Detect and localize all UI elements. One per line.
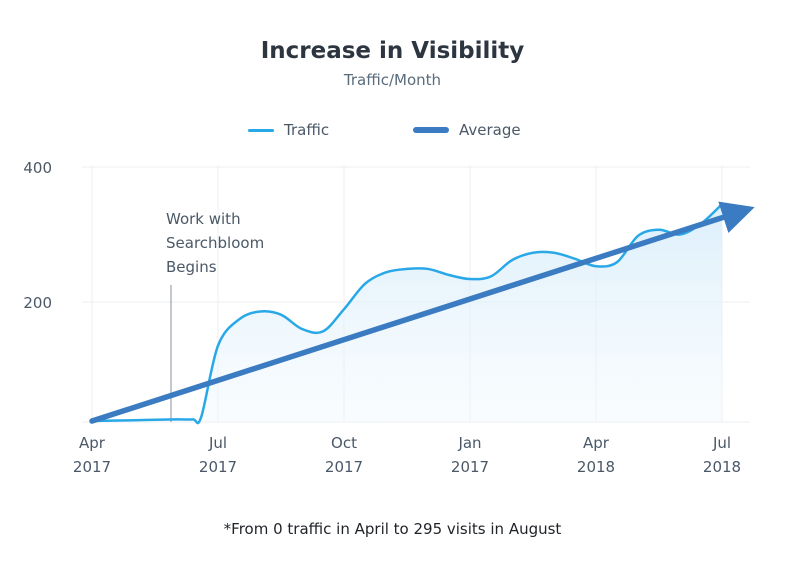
legend-item-traffic: Traffic <box>248 118 329 142</box>
x-tick-year-4: 2018 <box>577 458 615 476</box>
x-tick-year-3: 2017 <box>451 458 489 476</box>
average-line <box>89 201 755 424</box>
annotation-text-0: Work with <box>166 210 241 228</box>
x-tick-year-5: 2018 <box>703 458 741 476</box>
x-tick-label-5: Jul <box>712 434 731 452</box>
x-tick-label-3: Jan <box>457 434 481 452</box>
x-tick-label-0: Apr <box>79 434 106 452</box>
legend-label-average: Average <box>459 121 521 139</box>
x-tick-year-2: 2017 <box>325 458 363 476</box>
x-tick-label-4: Apr <box>583 434 610 452</box>
x-tick-label-2: Oct <box>331 434 357 452</box>
chart-subtitle: Traffic/Month <box>343 71 442 89</box>
traffic-line <box>90 202 724 425</box>
legend: Traffic Average <box>0 118 785 142</box>
annotation-text-1: Searchbloom <box>166 234 264 252</box>
legend-item-average: Average <box>413 118 521 142</box>
y-tick-label-0: 200 <box>23 294 52 312</box>
x-tick-year-0: 2017 <box>73 458 111 476</box>
x-tick-label-1: Jul <box>208 434 227 452</box>
annotation-text-2: Begins <box>166 258 217 276</box>
legend-swatch-average <box>413 127 449 133</box>
legend-swatch-traffic <box>248 128 274 132</box>
chart-title: Increase in Visibility <box>260 38 525 64</box>
footnote: *From 0 traffic in April to 295 visits i… <box>223 520 562 538</box>
x-tick-year-1: 2017 <box>199 458 237 476</box>
y-tick-label-1: 400 <box>23 159 52 177</box>
legend-label-traffic: Traffic <box>284 121 330 139</box>
